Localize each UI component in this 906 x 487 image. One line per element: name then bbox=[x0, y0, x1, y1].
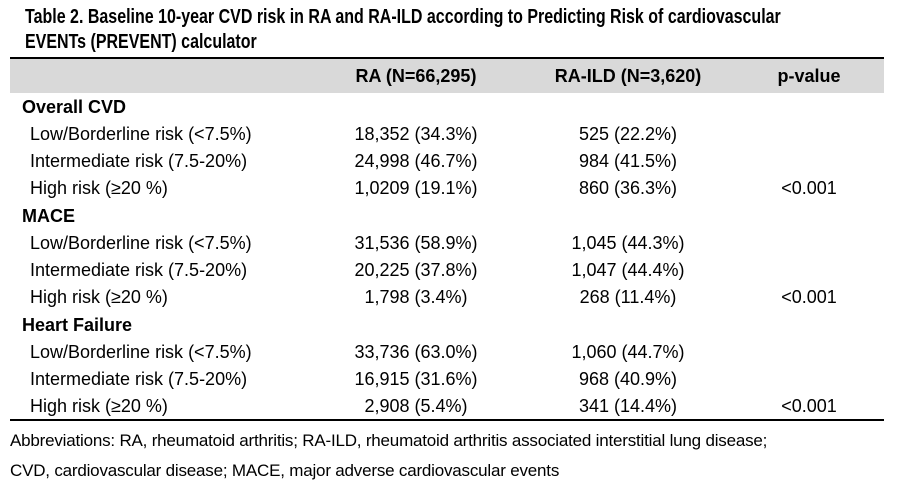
ra-ild-value: 968 (40.9%) bbox=[578, 369, 678, 389]
table-top-rule bbox=[10, 57, 884, 59]
table-row: High risk (≥20 %) 1,0209 (19.1%) 860 (36… bbox=[10, 175, 884, 202]
ra-ild-value: 1,045 (44.3%) bbox=[571, 233, 685, 253]
row-label: Intermediate risk (7.5-20%) bbox=[30, 369, 248, 389]
section-title: MACE bbox=[22, 205, 75, 226]
abbreviations-footnote: Abbreviations: RA, rheumatoid arthritis;… bbox=[10, 426, 906, 486]
ra-value: 1,0209 (19.1%) bbox=[354, 178, 478, 198]
table-row: Intermediate risk (7.5-20%) 20,225 (37.8… bbox=[10, 257, 884, 284]
ra-ild-value: 860 (36.3%) bbox=[578, 178, 678, 198]
footnote-line-2: CVD, cardiovascular disease; MACE, major… bbox=[10, 461, 560, 480]
table-header-row: RA (N=66,295) RA-ILD (N=3,620) p-value bbox=[10, 59, 884, 93]
header-ra-column: RA (N=66,295) bbox=[355, 65, 477, 86]
table-title: Table 2. Baseline 10-year CVD risk in RA… bbox=[25, 5, 906, 55]
table-row: High risk (≥20 %) 2,908 (5.4%) 341 (14.4… bbox=[10, 393, 884, 420]
row-label: High risk (≥20 %) bbox=[30, 287, 168, 307]
ra-ild-value: 525 (22.2%) bbox=[578, 124, 678, 144]
table-row: Intermediate risk (7.5-20%) 16,915 (31.6… bbox=[10, 366, 884, 393]
ra-ild-value: 341 (14.4%) bbox=[578, 396, 678, 416]
row-label: High risk (≥20 %) bbox=[30, 396, 168, 416]
section-header-mace: MACE bbox=[10, 202, 884, 230]
ra-value: 24,998 (46.7%) bbox=[354, 151, 478, 171]
ra-ild-value: 1,047 (44.4%) bbox=[571, 260, 685, 280]
section-header-overall-cvd: Overall CVD bbox=[10, 93, 884, 121]
table-row: High risk (≥20 %) 1,798 (3.4%) 268 (11.4… bbox=[10, 284, 884, 311]
table-title-line-1: Table 2. Baseline 10-year CVD risk in RA… bbox=[25, 6, 781, 28]
ra-value: 16,915 (31.6%) bbox=[354, 369, 478, 389]
ra-value: 33,736 (63.0%) bbox=[354, 342, 478, 362]
section-title: Heart Failure bbox=[22, 314, 133, 335]
table-row: Low/Borderline risk (<7.5%) 33,736 (63.0… bbox=[10, 339, 884, 366]
ra-ild-value: 1,060 (44.7%) bbox=[571, 342, 685, 362]
p-value: <0.001 bbox=[781, 396, 837, 416]
table-row: Low/Borderline risk (<7.5%) 18,352 (34.3… bbox=[10, 121, 884, 148]
p-value: <0.001 bbox=[781, 287, 837, 307]
header-p-value-column: p-value bbox=[777, 65, 841, 86]
ra-ild-value: 984 (41.5%) bbox=[578, 151, 678, 171]
table-bottom-rule bbox=[10, 419, 884, 421]
row-label: Low/Borderline risk (<7.5%) bbox=[30, 233, 252, 253]
footnote-line-1: Abbreviations: RA, rheumatoid arthritis;… bbox=[10, 431, 768, 450]
table-row: Intermediate risk (7.5-20%) 24,998 (46.7… bbox=[10, 148, 884, 175]
table-body: Overall CVD Low/Borderline risk (<7.5%) … bbox=[10, 93, 884, 420]
section-title: Overall CVD bbox=[22, 96, 127, 117]
p-value: <0.001 bbox=[781, 178, 837, 198]
ra-ild-value: 268 (11.4%) bbox=[579, 287, 677, 307]
table-row: Low/Borderline risk (<7.5%) 31,536 (58.9… bbox=[10, 230, 884, 257]
ra-value: 31,536 (58.9%) bbox=[354, 233, 478, 253]
row-label: Intermediate risk (7.5-20%) bbox=[30, 260, 248, 280]
header-ra-ild-column: RA-ILD (N=3,620) bbox=[554, 65, 702, 86]
row-label: Low/Borderline risk (<7.5%) bbox=[30, 124, 252, 144]
row-label: Intermediate risk (7.5-20%) bbox=[30, 151, 248, 171]
ra-value: 18,352 (34.3%) bbox=[354, 124, 478, 144]
ra-value: 20,225 (37.8%) bbox=[354, 260, 478, 280]
row-label: Low/Borderline risk (<7.5%) bbox=[30, 342, 252, 362]
section-header-heart-failure: Heart Failure bbox=[10, 311, 884, 339]
row-label: High risk (≥20 %) bbox=[30, 178, 168, 198]
ra-value: 2,908 (5.4%) bbox=[364, 396, 468, 416]
ra-value: 1,798 (3.4%) bbox=[364, 287, 468, 307]
table-title-line-2: EVENTs (PREVENT) calculator bbox=[25, 31, 257, 53]
